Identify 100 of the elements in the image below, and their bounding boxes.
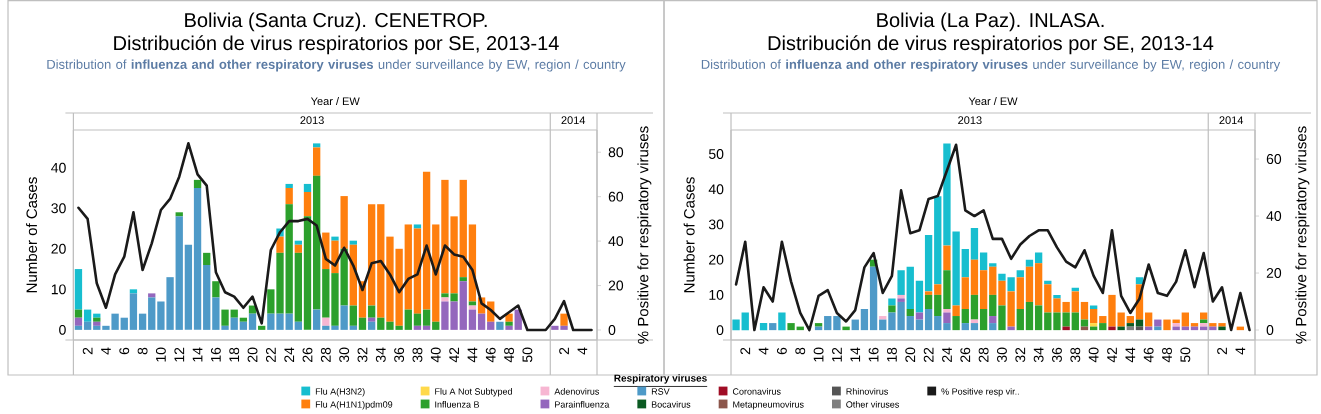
y2-tick-label: 80 (608, 147, 624, 158)
bar (1044, 284, 1052, 313)
legend-label: Flu A(H1N1)pdm09 (315, 401, 393, 410)
bar (175, 216, 183, 330)
y-tick-label: 40 (708, 184, 724, 195)
x-axis-title: Year / EW (968, 97, 1018, 106)
legend-label: Flu A(H3N2) (315, 388, 365, 397)
bar (221, 309, 229, 326)
x-tick-label: 30 (339, 347, 350, 363)
x-tick-label: 46 (1143, 347, 1154, 363)
text: 2014 (1219, 116, 1244, 125)
bar (93, 317, 101, 322)
x-tick-label: 32 (357, 347, 368, 363)
bar (924, 308, 933, 331)
x-tick-label: 40 (430, 347, 441, 363)
x-tick-label: 4 (101, 347, 111, 355)
y2-tick-label: 20 (1266, 268, 1282, 278)
bar (934, 294, 942, 317)
bar (441, 297, 449, 302)
x-tick-label: 40 (1088, 347, 1099, 363)
legend-label: Influenza B (435, 401, 480, 408)
bar (934, 316, 942, 331)
y-tick-label: 20 (709, 254, 724, 265)
bar (961, 323, 969, 331)
bar (741, 312, 749, 331)
bar (422, 325, 431, 330)
x-tick-label: 2 (1217, 347, 1227, 355)
y2-tick-label: 40 (608, 236, 624, 247)
x-tick-label: 28 (978, 347, 989, 362)
bar (814, 323, 823, 327)
x-tick-label: 38 (412, 347, 423, 363)
bar (1034, 263, 1043, 306)
bar (924, 235, 933, 292)
bar (1190, 323, 1199, 327)
bar (879, 316, 887, 320)
bar (924, 294, 933, 309)
bar (1209, 326, 1217, 331)
bar (74, 309, 83, 318)
bar (459, 281, 467, 330)
bar (413, 325, 422, 330)
bar (239, 317, 248, 322)
bar (560, 313, 568, 326)
bar (915, 319, 924, 331)
bar (294, 321, 302, 330)
bar (212, 281, 220, 298)
bar (1016, 270, 1024, 278)
bar (1025, 266, 1034, 302)
y-tick-label: 30 (51, 203, 66, 214)
x-tick-label: 6 (776, 347, 787, 355)
bar (230, 317, 238, 330)
bar (294, 240, 302, 245)
bar (888, 305, 896, 313)
bar (459, 277, 467, 282)
x-tick-label: 26 (960, 347, 971, 362)
bar (422, 309, 431, 326)
bar (934, 196, 942, 285)
x-tick-label: 48 (504, 347, 515, 363)
bar (1172, 326, 1180, 331)
bar (961, 277, 969, 309)
bar (998, 305, 1006, 331)
bar (313, 175, 321, 310)
bar (367, 305, 376, 318)
bar (860, 308, 869, 331)
legend-label: Metapneumovirus (733, 401, 804, 410)
bar (230, 309, 238, 318)
y2-tick-label: 20 (608, 280, 624, 291)
bar (74, 317, 83, 326)
x-tick-label: 8 (795, 347, 806, 355)
x-tick-label: 12 (174, 347, 185, 362)
x-tick-label: 30 (997, 347, 1007, 363)
x-tick-label: 4 (1235, 347, 1246, 355)
bar (285, 313, 293, 330)
x-tick-label: 22 (265, 347, 276, 362)
bar (322, 317, 330, 326)
bar (331, 236, 339, 241)
bar (1016, 308, 1024, 331)
bar (970, 259, 979, 295)
x-tick-label: 10 (813, 347, 824, 362)
y-tick-label: 10 (709, 289, 724, 300)
bar (824, 316, 832, 331)
x-tick-label: 18 (229, 347, 240, 362)
bar (879, 319, 887, 331)
bar (1126, 316, 1134, 324)
bar (1181, 312, 1189, 327)
bar (1200, 312, 1208, 320)
bar (148, 293, 156, 298)
bar (367, 317, 376, 322)
bar (934, 284, 942, 295)
bar (970, 323, 979, 331)
x-tick-label: 12 (832, 347, 842, 362)
bar (349, 325, 357, 330)
bar (258, 325, 266, 330)
bar (833, 316, 841, 331)
bar (769, 323, 777, 331)
x-tick-label: 8 (137, 347, 148, 355)
bar (1025, 301, 1034, 331)
bar (851, 319, 859, 331)
x-tick-label: 48 (1162, 347, 1172, 363)
bar (285, 187, 293, 205)
bar (129, 289, 138, 294)
